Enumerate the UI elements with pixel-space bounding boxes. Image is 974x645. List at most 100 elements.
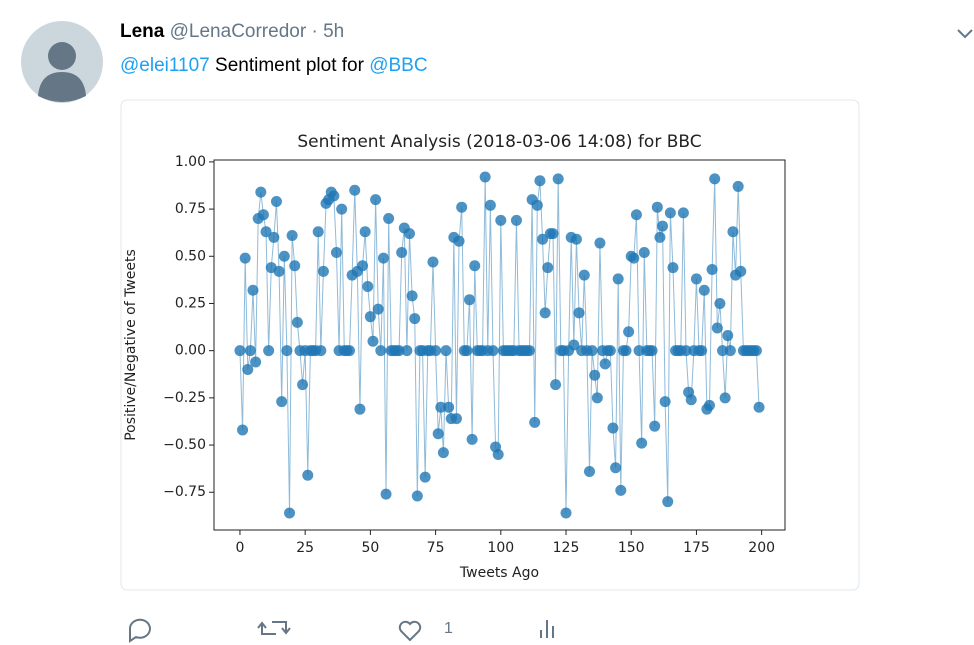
mention[interactable]: @elei1107 [120,55,210,76]
data-point [404,228,416,240]
data-point [550,379,562,391]
media-card[interactable] [120,99,860,591]
data-point [714,297,726,309]
data-point [278,250,290,262]
like-count: 1 [444,620,453,637]
data-point [677,207,689,219]
data-point [534,175,546,187]
reply-icon[interactable] [129,618,151,643]
data-point [466,433,478,445]
data-point [630,209,642,221]
data-point [383,213,395,225]
y-tick-label: 0.75 [175,201,206,217]
y-tick-label: 0.25 [175,295,206,311]
data-point [690,273,702,285]
plot-frame [213,159,786,531]
data-point [523,345,535,357]
data-point [560,507,572,519]
data-point [620,345,632,357]
data-point [469,260,481,272]
data-point [703,399,715,411]
data-point [367,335,379,347]
data-point [276,396,288,408]
data-point [317,265,329,277]
analytics-icon[interactable] [540,620,554,638]
data-point [242,364,254,376]
data-point [750,345,762,357]
data-point [711,322,723,334]
y-tick-label: 1.00 [175,154,206,170]
data-point [297,379,309,391]
data-point [330,247,342,258]
data-point [623,326,635,338]
data-point [372,303,384,315]
data-point [680,345,692,357]
data-point [719,392,731,404]
data-point [649,420,661,432]
data-point [364,311,376,323]
data-point [286,230,298,242]
data-point [357,260,369,272]
data-point [547,228,559,240]
data-point [552,173,564,185]
y-axis-label: Positive/Negative of Tweets [123,249,139,441]
chart: Sentiment Analysis (2018-03-06 14:08) fo… [123,132,786,581]
like-icon[interactable] [398,620,422,642]
data-point [612,273,624,285]
data-point [419,471,431,483]
data-point [328,190,340,202]
data-point [257,209,269,221]
data-point [685,394,697,406]
menu-chevron[interactable] [957,29,973,39]
x-tick-label: 100 [487,540,514,556]
y-tick-label: −0.25 [163,390,206,406]
data-point [411,490,423,502]
data-point [375,345,387,357]
user-handle[interactable]: @LenaCorredor [169,21,307,42]
data-point [664,207,676,219]
data-point [406,290,418,302]
retweet-icon[interactable] [257,621,291,635]
data-point [370,194,382,206]
data-point [234,345,246,357]
data-point [450,413,462,425]
data-point [659,396,671,408]
data-point [380,488,392,500]
data-point [591,392,603,404]
data-point [492,448,504,460]
data-point [239,252,251,264]
data-point [628,252,640,264]
data-point [289,260,301,272]
avatar-head [48,42,76,70]
data-point [250,356,262,368]
mention[interactable]: @BBC [369,55,428,76]
data-point [435,401,447,413]
data-point [539,307,551,319]
data-point [633,345,645,357]
data-point [709,173,721,185]
x-tick-label: 125 [553,540,580,556]
data-point [312,226,324,238]
x-axis-label: Tweets Ago [459,565,539,581]
data-point [599,358,611,370]
time[interactable]: 5h [323,21,345,42]
data-point [604,345,616,357]
data-point [570,233,582,245]
x-tick-label: 75 [427,540,445,556]
chart-title: Sentiment Analysis (2018-03-06 14:08) fo… [297,132,701,152]
data-point [315,345,327,357]
avatar-body [38,72,86,102]
data-point [724,345,736,357]
data-point [393,345,405,357]
data-point [302,469,314,481]
data-point [667,262,679,274]
data-point [487,345,499,357]
data-point [349,184,361,196]
data-point [291,316,303,328]
data-point [589,369,601,381]
data-point [354,403,366,415]
user-name[interactable]: Lena [120,21,165,42]
data-point [461,345,473,357]
